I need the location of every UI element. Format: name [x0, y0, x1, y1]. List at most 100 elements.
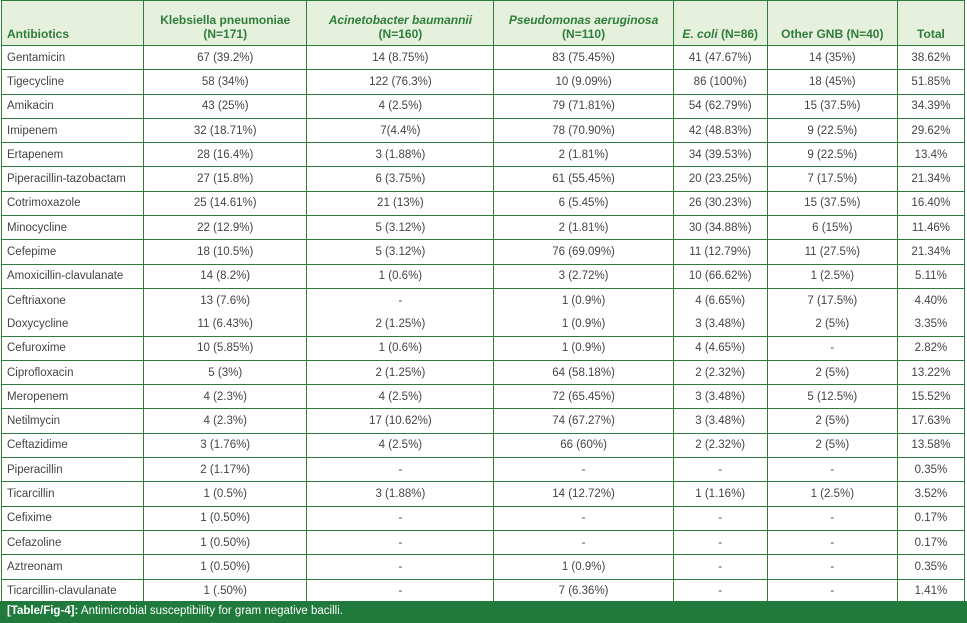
- table-cell: 2 (5%): [766, 359, 898, 386]
- table-row: Ertapenem 28 (16.4%) 3 (1.88%) 2 (1.81%) 34 …: [0, 142, 966, 168]
- table-cell: -: [766, 335, 898, 361]
- table-cell: 0.17%: [896, 505, 966, 531]
- table-cell: 4.40%: [896, 287, 966, 313]
- column-header-name: Total: [917, 27, 945, 41]
- table-cell: 2 (1.81%): [493, 142, 674, 168]
- table-cell: 7 (6.36%): [493, 578, 674, 604]
- table-cell: 26 (30.23%): [672, 190, 768, 217]
- table-cell: 2 (5%): [766, 432, 898, 459]
- table-cell: 6 (3.75%): [306, 166, 495, 192]
- table-cell: 3 (1.88%): [306, 481, 495, 507]
- table-cell: 66 (60%): [493, 432, 674, 459]
- antibiotic-name: Ceftazidime: [0, 432, 145, 459]
- table-cell: 16.40%: [896, 190, 966, 217]
- table-cell: 38.62%: [896, 44, 966, 71]
- table-cell: -: [493, 529, 674, 556]
- table-cell: 1 (0.6%): [306, 263, 495, 289]
- table-cell: 9 (22.5%): [766, 142, 898, 168]
- table-row: Imipenem 32 (18.71%) 7(4.4%) 78 (70.90%) 42 …: [0, 117, 966, 144]
- table-cell: -: [306, 554, 495, 580]
- table-cell: -: [493, 505, 674, 531]
- table-cell: 10 (5.85%): [143, 335, 308, 361]
- table-cell: 6 (5.45%): [493, 190, 674, 217]
- table-cell: 4 (2.5%): [306, 93, 495, 119]
- table-cell: 29.62%: [896, 117, 966, 144]
- antibiotic-name: Minocycline: [0, 215, 145, 241]
- table-cell: -: [306, 287, 495, 313]
- table-cell: 72 (65.45%): [493, 384, 674, 410]
- column-header: E. coli (N=86): [672, 0, 768, 46]
- table-cell: 1 (0.9%): [493, 335, 674, 361]
- table-row: Gentamicin 67 (39.2%) 14 (8.75%) 83 (75.45%…: [0, 44, 966, 71]
- table-cell: 0.35%: [896, 554, 966, 580]
- table-cell: 2 (1.81%): [493, 215, 674, 241]
- table-cell: 83 (75.45%): [493, 44, 674, 71]
- column-header-count: (N=160): [378, 27, 423, 41]
- antibiotic-name: Piperacillin: [0, 457, 145, 483]
- table-row: Piperacillin 2 (1.17%) - - - -0.35%: [0, 457, 966, 483]
- column-header: Antibiotics: [0, 0, 145, 46]
- table-cell: 1 (0.9%): [493, 287, 674, 313]
- header-row: Antibiotics Klebsiella pneumoniae (N=171) A…: [0, 0, 966, 46]
- antibiotic-name: Imipenem: [0, 117, 145, 144]
- table-cell: 1 (2.5%): [766, 481, 898, 507]
- table-cell: 15 (37.5%): [766, 93, 898, 119]
- table-cell: -: [672, 457, 768, 483]
- antibiotic-name: Ticarcillin: [0, 481, 145, 507]
- table-cell: 0.35%: [896, 457, 966, 483]
- table-cell: 25 (14.61%): [143, 190, 308, 217]
- table-row: Netilmycin 4 (2.3%) 17 (10.62%) 74 (67.27%)…: [0, 408, 966, 434]
- antibiotic-name: Ertapenem: [0, 142, 145, 168]
- antibiotic-name: Cefuroxime: [0, 335, 145, 361]
- table-cell: 74 (67.27%): [493, 408, 674, 434]
- table-cell: 3 (3.48%): [672, 312, 768, 337]
- table-row: Cefixime 1 (0.50%) - - - -0.17%: [0, 505, 966, 531]
- antibiotic-name: Gentamicin: [0, 44, 145, 71]
- column-header-name: Antibiotics: [7, 27, 69, 41]
- column-header-count: (N=171): [203, 27, 248, 41]
- column-header-name: Other GNB (N=40): [781, 27, 884, 41]
- table-cell: 2 (2.32%): [672, 432, 768, 459]
- table-cell: 20 (23.25%): [672, 166, 768, 192]
- table-cell: 14 (35%): [766, 44, 898, 71]
- antibiotic-name: Cefazoline: [0, 529, 145, 556]
- table-cell: -: [306, 457, 495, 483]
- column-header-name: E. coli: [682, 27, 718, 41]
- table-row: Doxycycline 11 (6.43%) 2 (1.25%) 1 (0.9%) 3 …: [0, 312, 966, 337]
- table-cell: 21 (13%): [306, 190, 495, 217]
- antibiotic-name: Doxycycline: [0, 312, 145, 337]
- table-row: Cefuroxime 10 (5.85%) 1 (0.6%) 1 (0.9%) 4 (4…: [0, 335, 966, 361]
- table-cell: 14 (8.2%): [143, 263, 308, 289]
- susceptibility-table: Antibiotics Klebsiella pneumoniae (N=171) A…: [0, 0, 966, 604]
- table-cell: -: [306, 529, 495, 556]
- table-cell: 7 (17.5%): [766, 166, 898, 192]
- column-header: Other GNB (N=40): [766, 0, 898, 46]
- table-cell: 122 (76.3%): [306, 69, 495, 95]
- table-cell: 1 (0.6%): [306, 335, 495, 361]
- column-header-name: Pseudomonas aeruginosa: [508, 13, 659, 27]
- table-cell: 34 (39.53%): [672, 142, 768, 168]
- table-cell: 11.46%: [896, 215, 966, 241]
- table-cell: 3 (2.72%): [493, 263, 674, 289]
- table-cell: 11 (12.79%): [672, 239, 768, 265]
- table-cell: 61 (55.45%): [493, 166, 674, 192]
- column-header-name: Acinetobacter baumannii: [328, 13, 473, 27]
- table-cell: 1 (0.50%): [143, 505, 308, 531]
- antibiotic-name: Ticarcillin-clavulanate: [0, 578, 145, 604]
- caption-text: Antimicrobial susceptibility for gram ne…: [78, 605, 343, 617]
- table-cell: 5 (3.12%): [306, 239, 495, 265]
- table-cell: -: [766, 529, 898, 556]
- table-row: Ticarcillin 1 (0.5%) 3 (1.88%) 14 (12.72%) 1…: [0, 481, 966, 507]
- table-cell: 67 (39.2%): [143, 44, 308, 71]
- table-cell: 14 (8.75%): [306, 44, 495, 71]
- antibiotic-name: Aztreonam: [0, 554, 145, 580]
- table-row: Cotrimoxazole 25 (14.61%) 21 (13%) 6 (5.45%…: [0, 190, 966, 217]
- table-row: Ticarcillin-clavulanate 1 (.50%) -7 (6.36%…: [0, 578, 966, 604]
- table-row: Minocycline 22 (12.9%) 5 (3.12%) 2 (1.81%) 3…: [0, 215, 966, 241]
- table-cell: 11 (6.43%): [143, 312, 308, 337]
- table-cell: 4 (6.65%): [672, 287, 768, 313]
- column-header: Acinetobacter baumannii (N=160): [306, 0, 495, 46]
- table-cell: 5.11%: [896, 263, 966, 289]
- table-cell: 17.63%: [896, 408, 966, 434]
- table-cell: 1 (.50%): [143, 578, 308, 604]
